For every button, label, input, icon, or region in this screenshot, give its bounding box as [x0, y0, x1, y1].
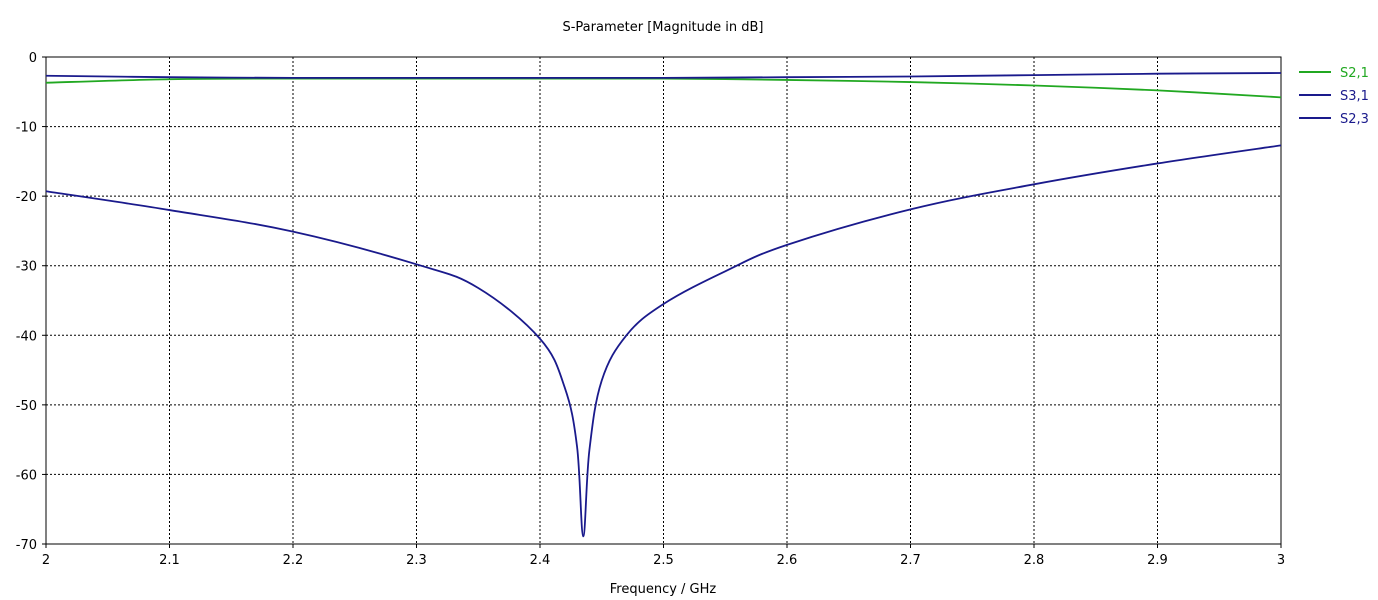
y-tick-label: -40: [16, 329, 37, 344]
legend-item[interactable]: S2,3: [1299, 112, 1369, 127]
y-tick-label: -60: [16, 468, 37, 483]
x-tick-label: 2.2: [283, 553, 304, 568]
legend-label: S3,1: [1340, 89, 1369, 104]
grid: [46, 57, 1281, 544]
x-tick-label: 2.4: [530, 553, 551, 568]
series-line-s3-1: [45, 72, 1282, 79]
legend-item[interactable]: S2,1: [1299, 66, 1369, 81]
legend-item[interactable]: S3,1: [1299, 89, 1369, 104]
y-tick-label: -50: [16, 399, 37, 414]
x-tick-label: 2.3: [406, 553, 427, 568]
legend-label: S2,1: [1340, 66, 1369, 81]
x-tick-label: 2: [42, 553, 50, 568]
x-axis-title: Frequency / GHz: [610, 582, 717, 597]
legend-label: S2,3: [1340, 112, 1369, 127]
y-tick-label: 0: [29, 51, 37, 66]
axis-ticks: 2 2.1 2.2 2.3 2.4 2.5 2.6 2.7 2.8 2.9 3 0 -10 -20 -30 -…: [16, 51, 1285, 568]
y-tick-label: -30: [16, 260, 37, 275]
x-tick-label: 3: [1277, 553, 1285, 568]
series-lines: [45, 72, 1282, 538]
y-tick-label: -70: [16, 538, 37, 553]
x-tick-label: 2.9: [1147, 553, 1168, 568]
y-tick-label: -10: [16, 121, 37, 136]
x-tick-label: 2.6: [777, 553, 798, 568]
series-line-s2-3: [45, 144, 1282, 538]
y-tick-label: -20: [16, 190, 37, 205]
x-tick-label: 2.5: [653, 553, 674, 568]
legend[interactable]: S2,1 S3,1 S2,3: [1299, 66, 1369, 127]
x-tick-label: 2.7: [900, 553, 921, 568]
chart-title: S-Parameter [Magnitude in dB]: [562, 20, 763, 35]
x-tick-label: 2.1: [159, 553, 180, 568]
x-tick-label: 2.8: [1024, 553, 1045, 568]
